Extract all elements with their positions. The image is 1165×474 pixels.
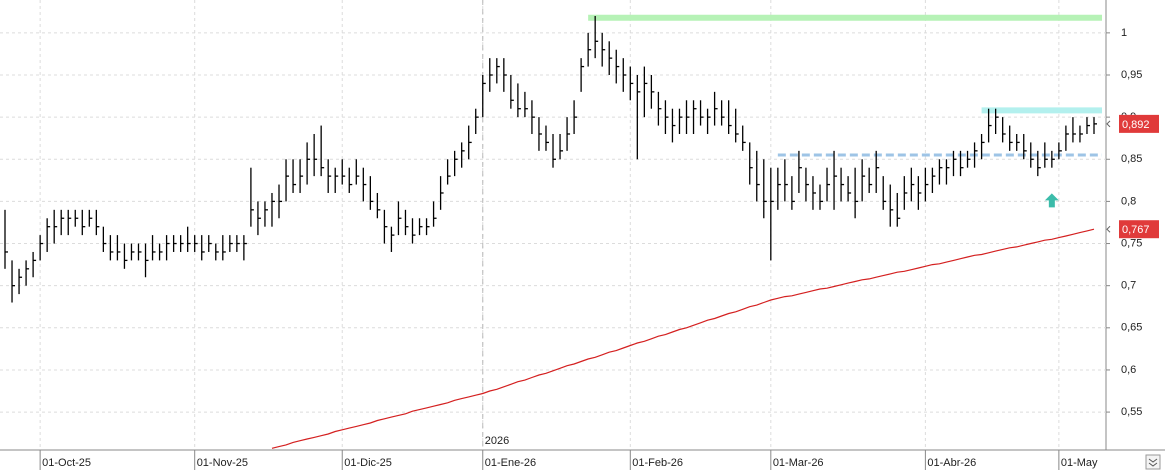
x-tick-label: 01-May: [1061, 457, 1098, 469]
x-tick-label: 01-Abr-26: [927, 457, 976, 469]
moving-average-line: [271, 228, 1095, 449]
price-label: 0,767: [1122, 224, 1150, 236]
scroll-icon: [1148, 458, 1158, 467]
y-tick-label: 0,65: [1121, 322, 1142, 334]
y-tick-label: 0,75: [1121, 237, 1142, 249]
y-tick-label: 0,85: [1121, 153, 1142, 165]
x-tick-label: 01-Nov-25: [197, 457, 248, 469]
y-tick-label: 1: [1121, 27, 1127, 39]
price-label-box: [1119, 220, 1159, 239]
x-tick-label: 01-Mar-26: [773, 457, 824, 469]
y-tick-label: 0,6: [1121, 364, 1136, 376]
price-label: 0,892: [1122, 119, 1150, 131]
price-label-pointer: [1106, 225, 1111, 233]
x-tick-label: 01-Ene-26: [485, 457, 536, 469]
x-tick-label: 01-Dic-25: [344, 457, 392, 469]
y-tick-label: 0,95: [1121, 69, 1142, 81]
price-label-box: [1119, 114, 1159, 133]
y-tick-label: 0,8: [1121, 195, 1136, 207]
y-tick-label: 0,7: [1121, 280, 1136, 292]
price-label-pointer: [1106, 120, 1111, 128]
year-label: 2026: [485, 435, 509, 447]
arrow-marker: [1044, 193, 1059, 208]
y-tick-label: 0,55: [1121, 406, 1142, 418]
x-tick-label: 01-Feb-26: [632, 457, 683, 469]
x-tick-label: 01-Oct-25: [42, 457, 91, 469]
